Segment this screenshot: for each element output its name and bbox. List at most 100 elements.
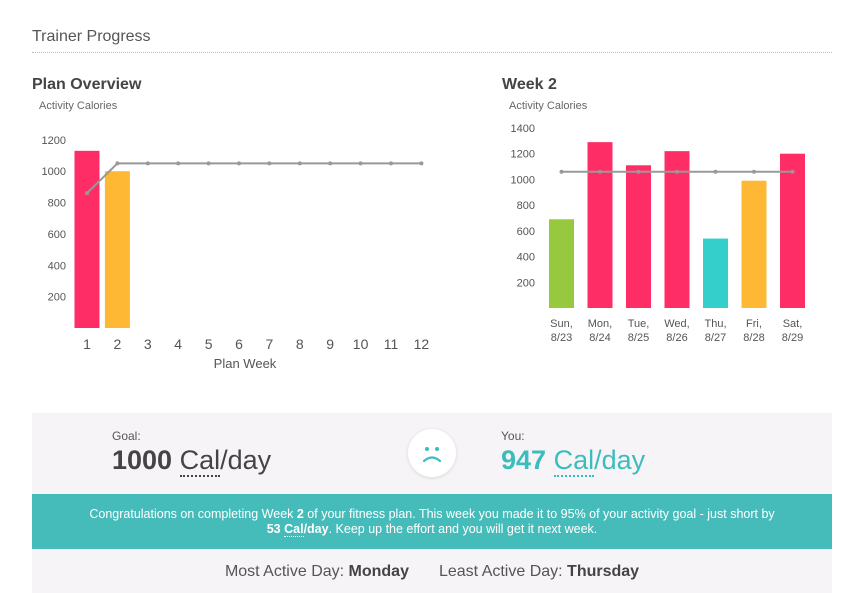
goal-unit-rest: /day bbox=[220, 445, 272, 475]
page-header: Trainer Progress bbox=[32, 28, 832, 53]
week-chart-plot: 200 400 600 800 1000 1200 1400 Sun, 8/23 Mon, 8/24… bbox=[511, 123, 805, 344]
plan-ytick-label: 800 bbox=[48, 198, 66, 210]
banner-unit-rest: /day bbox=[303, 522, 329, 536]
week-xtick-day: Sat, bbox=[783, 318, 803, 330]
plan-goal-point bbox=[358, 161, 363, 166]
sad-face-icon bbox=[408, 429, 456, 477]
week-goal-point bbox=[559, 169, 564, 174]
plan-goal-point bbox=[267, 161, 272, 166]
plan-xtick-label: 3 bbox=[144, 336, 152, 352]
plan-xtick-label: 6 bbox=[235, 336, 243, 352]
week-bar-wed bbox=[664, 151, 690, 308]
week-bar-tue bbox=[626, 165, 651, 308]
plan-goal-point bbox=[419, 161, 424, 166]
plan-goal-line bbox=[86, 162, 422, 194]
week-xtick-day: Wed, bbox=[664, 318, 689, 330]
week-goal-point bbox=[675, 169, 679, 174]
banner-short-value: 53 bbox=[266, 522, 281, 536]
most-active-label: Most Active Day: bbox=[224, 563, 349, 580]
you-stat: You: 947 Cal/day bbox=[501, 429, 646, 477]
week-chart-title: Week 2 bbox=[502, 76, 557, 93]
plan-goal-point bbox=[145, 161, 150, 166]
congratulations-banner: Congratulations on completing Week 2 of … bbox=[32, 494, 832, 549]
week-xtick-day: Sun, bbox=[550, 318, 573, 330]
week-chart: Week 2 Activity Calories 200 400 600 800 100… bbox=[502, 76, 822, 376]
plan-xtick-label: 7 bbox=[266, 336, 274, 352]
week-goal-point bbox=[636, 169, 641, 174]
week-bar-sat bbox=[780, 153, 805, 308]
week-ytick-label: 200 bbox=[517, 277, 535, 289]
you-unit-rest: /day bbox=[594, 445, 646, 475]
plan-xtick-label: 2 bbox=[114, 336, 122, 352]
goal-value: 1000 bbox=[112, 445, 173, 475]
plan-goal-point bbox=[206, 161, 211, 166]
week-xtick-date: 8/26 bbox=[666, 332, 687, 344]
summary-panel: Goal: 1000 Cal/day You: 947 Cal/day Cong… bbox=[32, 413, 832, 593]
plan-ytick-label: 1200 bbox=[42, 135, 66, 147]
plan-goal-point bbox=[297, 161, 302, 166]
plan-xtick-label: 4 bbox=[174, 336, 182, 352]
banner-text-3: . Keep up the effort and you will get it… bbox=[328, 522, 598, 536]
plan-overview-ylabel: Activity Calories bbox=[39, 100, 118, 112]
plan-xtick-label: 11 bbox=[384, 336, 399, 352]
week-xtick-day: Thu, bbox=[704, 318, 726, 330]
week-xtick-date: 8/29 bbox=[782, 332, 803, 344]
week-xtick-date: 8/28 bbox=[743, 332, 764, 344]
you-value-line: 947 Cal/day bbox=[501, 445, 646, 477]
week-goal-point bbox=[598, 169, 602, 174]
banner-week-number: 2 bbox=[296, 507, 304, 521]
week-xtick-date: 8/23 bbox=[551, 332, 572, 344]
plan-goal-point bbox=[389, 161, 393, 166]
week-bar-thu bbox=[703, 238, 728, 308]
you-label: You: bbox=[501, 429, 525, 443]
plan-ytick-label: 200 bbox=[48, 292, 66, 304]
week-xtick-day: Fri, bbox=[746, 318, 762, 330]
banner-text-2: of your fitness plan. This week you made… bbox=[303, 507, 775, 521]
banner-unit-abbr[interactable]: Cal bbox=[284, 522, 304, 537]
page-title: Trainer Progress bbox=[32, 28, 151, 45]
plan-goal-point bbox=[85, 191, 89, 196]
you-value: 947 bbox=[501, 445, 547, 475]
plan-xtick-label: 9 bbox=[326, 336, 334, 352]
plan-overview-chart: Plan Overview Activity Calories 200 400 60… bbox=[32, 76, 442, 376]
plan-ytick-label: 1000 bbox=[42, 166, 66, 178]
week-bar-mon bbox=[587, 142, 613, 308]
plan-xtick-label: 8 bbox=[296, 336, 304, 352]
week-ytick-label: 800 bbox=[517, 200, 535, 212]
week-bar-sun bbox=[549, 219, 574, 308]
week-goal-point bbox=[752, 169, 756, 174]
week-ytick-label: 400 bbox=[517, 252, 535, 264]
week-xtick-date: 8/27 bbox=[705, 332, 726, 344]
week-ytick-label: 1200 bbox=[511, 149, 535, 161]
week-bar-fri bbox=[741, 180, 767, 308]
plan-overview-title: Plan Overview bbox=[32, 76, 142, 93]
goal-label: Goal: bbox=[112, 429, 141, 443]
banner-text-1: Congratulations on completing Week bbox=[89, 507, 297, 521]
week-xtick-date: 8/25 bbox=[628, 332, 649, 344]
plan-xtick-label: 10 bbox=[353, 336, 369, 352]
active-days: Most Active Day: Monday Least Active Day:… bbox=[32, 563, 832, 581]
goal-unit-abbr[interactable]: Cal bbox=[179, 445, 221, 477]
least-active-value: Thursday bbox=[567, 563, 640, 580]
plan-xtick-label: 5 bbox=[205, 336, 213, 352]
week-xtick-date: 8/24 bbox=[589, 332, 610, 344]
week-chart-ylabel: Activity Calories bbox=[509, 100, 588, 112]
plan-goal-point bbox=[115, 161, 120, 166]
goal-stat: Goal: 1000 Cal/day bbox=[112, 429, 272, 477]
plan-ytick-label: 600 bbox=[48, 229, 66, 241]
plan-xtick-label: 12 bbox=[414, 336, 430, 352]
week-ytick-label: 600 bbox=[517, 226, 535, 238]
plan-goal-point bbox=[328, 161, 333, 166]
plan-bar-week-2 bbox=[104, 171, 130, 328]
week-ytick-label: 1000 bbox=[511, 174, 535, 186]
banner-short-amount: 53 Cal/day bbox=[267, 522, 329, 537]
week-goal-point bbox=[790, 169, 795, 174]
you-unit-abbr[interactable]: Cal bbox=[553, 445, 595, 477]
plan-xtick-label: 1 bbox=[83, 336, 91, 352]
week-goal-point bbox=[713, 169, 718, 174]
plan-goal-point bbox=[176, 161, 181, 166]
goal-value-line: 1000 Cal/day bbox=[112, 445, 272, 477]
plan-goal-point bbox=[237, 161, 241, 166]
least-active-label: Least Active Day: bbox=[438, 563, 568, 580]
